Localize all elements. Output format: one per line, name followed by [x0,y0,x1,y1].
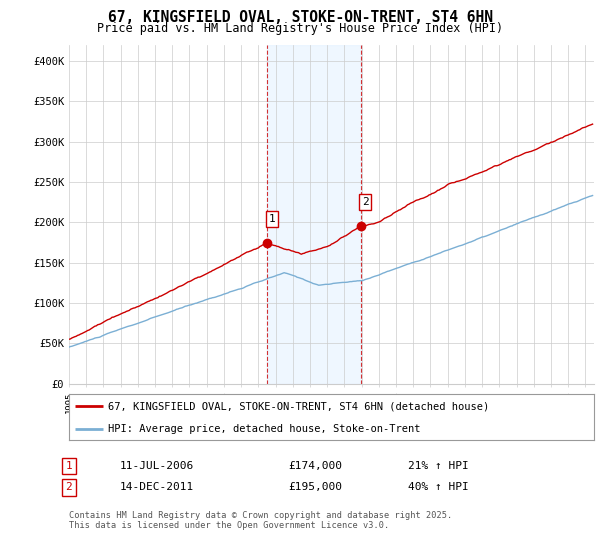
Text: 1: 1 [65,461,73,471]
Text: 40% ↑ HPI: 40% ↑ HPI [408,482,469,492]
Text: Price paid vs. HM Land Registry's House Price Index (HPI): Price paid vs. HM Land Registry's House … [97,22,503,35]
Text: 21% ↑ HPI: 21% ↑ HPI [408,461,469,471]
Text: £195,000: £195,000 [288,482,342,492]
Text: 67, KINGSFIELD OVAL, STOKE-ON-TRENT, ST4 6HN: 67, KINGSFIELD OVAL, STOKE-ON-TRENT, ST4… [107,10,493,25]
Text: HPI: Average price, detached house, Stoke-on-Trent: HPI: Average price, detached house, Stok… [109,424,421,435]
Text: 2: 2 [65,482,73,492]
Text: 2: 2 [362,197,368,207]
Text: 67, KINGSFIELD OVAL, STOKE-ON-TRENT, ST4 6HN (detached house): 67, KINGSFIELD OVAL, STOKE-ON-TRENT, ST4… [109,401,490,411]
Text: Contains HM Land Registry data © Crown copyright and database right 2025.
This d: Contains HM Land Registry data © Crown c… [69,511,452,530]
Text: £174,000: £174,000 [288,461,342,471]
Text: 14-DEC-2011: 14-DEC-2011 [120,482,194,492]
Text: 1: 1 [268,214,275,224]
Text: 11-JUL-2006: 11-JUL-2006 [120,461,194,471]
Bar [268,45,361,384]
